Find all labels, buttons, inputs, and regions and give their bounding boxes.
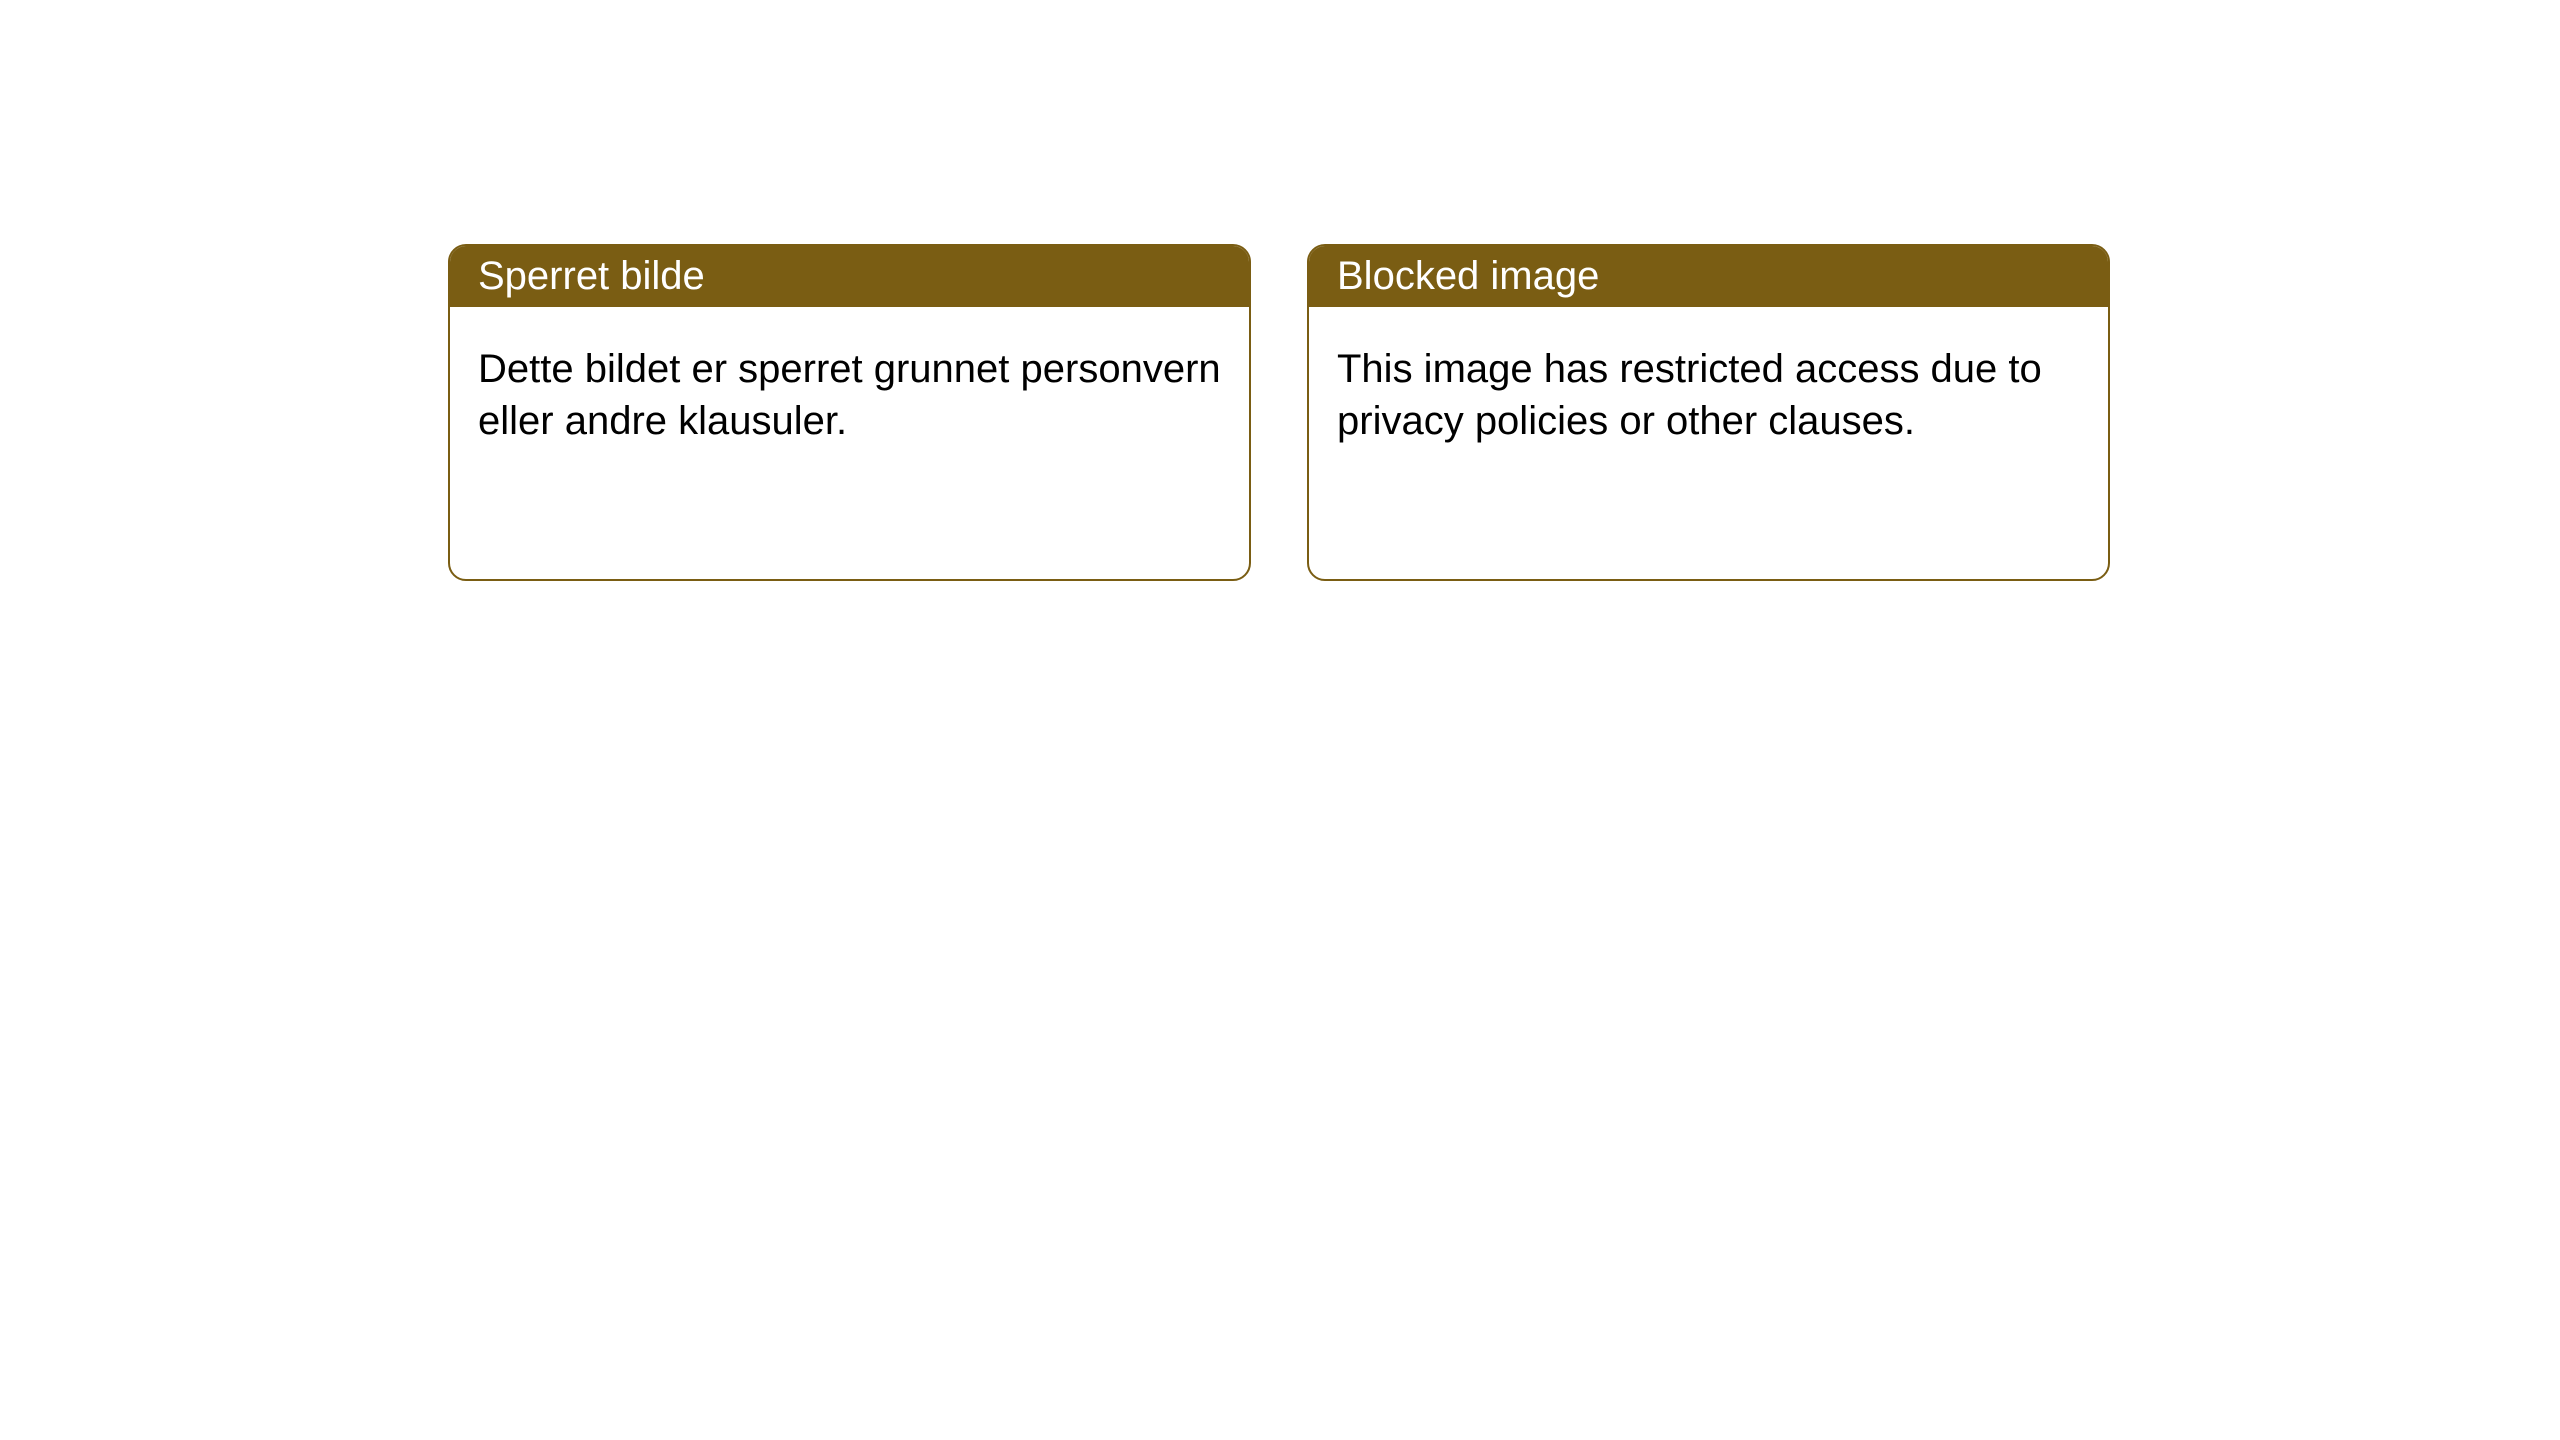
card-message-en: This image has restricted access due to … (1337, 343, 2080, 447)
card-body-en: This image has restricted access due to … (1309, 307, 2108, 579)
card-header-en: Blocked image (1309, 246, 2108, 307)
blocked-image-card-en: Blocked image This image has restricted … (1307, 244, 2110, 581)
card-body-no: Dette bildet er sperret grunnet personve… (450, 307, 1249, 579)
card-message-no: Dette bildet er sperret grunnet personve… (478, 343, 1221, 447)
card-title-no: Sperret bilde (478, 254, 705, 298)
card-title-en: Blocked image (1337, 254, 1599, 298)
notice-container: Sperret bilde Dette bildet er sperret gr… (0, 0, 2560, 581)
blocked-image-card-no: Sperret bilde Dette bildet er sperret gr… (448, 244, 1251, 581)
card-header-no: Sperret bilde (450, 246, 1249, 307)
